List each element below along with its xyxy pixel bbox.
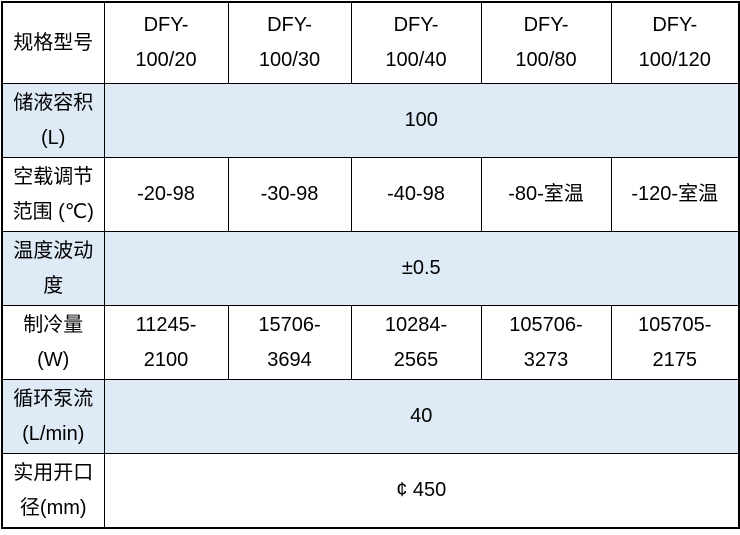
label-line-1: 温度波动 bbox=[13, 239, 94, 262]
model-line-2: 100/40 bbox=[385, 49, 447, 71]
label-line-1: 实用开口 bbox=[13, 461, 94, 484]
model-header-dfy-100-80: DFY- 100/80 bbox=[480, 1, 612, 84]
model-line-1: DFY- bbox=[267, 14, 312, 36]
model-line-2: 100/20 bbox=[135, 49, 197, 71]
model-line-1: DFY- bbox=[523, 14, 569, 36]
label-line-1: 循环泵流 bbox=[13, 387, 94, 410]
temp-range-value-1: -20-98 bbox=[103, 157, 229, 232]
row-label-pump-flow: 循环泵流 (L/min) bbox=[1, 379, 105, 454]
cooling-capacity-value-4: 105706- 3273 bbox=[480, 305, 612, 380]
corner-label-cell: 规格型号 bbox=[1, 1, 105, 84]
temp-fluctuation-value: ±0.5 bbox=[103, 231, 740, 306]
header-row: 规格型号 DFY- 100/20 DFY- 100/30 DFY- 100/40… bbox=[1, 1, 740, 84]
cooling-capacity-value-2: 15706- 3694 bbox=[227, 305, 352, 380]
model-header-dfy-100-120: DFY- 100/120 bbox=[610, 1, 740, 84]
row-cooling-capacity: 制冷量 (W) 11245- 2100 15706- 3694 10284- 2… bbox=[1, 305, 740, 380]
cooling-capacity-value-5: 105705- 2175 bbox=[610, 305, 740, 380]
temp-range-value-4: -80-室温 bbox=[480, 157, 612, 232]
row-label-storage-volume: 储液容积 (L) bbox=[1, 83, 105, 158]
merged-value: 100 bbox=[404, 109, 438, 131]
temp-range-value-2: -30-98 bbox=[227, 157, 352, 232]
row-label-no-load-temp-range: 空载调节 范围 (℃) bbox=[1, 157, 105, 232]
merged-value: ±0.5 bbox=[401, 257, 441, 279]
storage-volume-value: 100 bbox=[103, 83, 740, 158]
model-header-dfy-100-30: DFY- 100/30 bbox=[227, 1, 352, 84]
cooling-capacity-value-3: 10284- 2565 bbox=[350, 305, 482, 380]
row-storage-volume: 储液容积 (L) 100 bbox=[1, 83, 740, 158]
label-line-2: 径(mm) bbox=[19, 496, 87, 519]
pump-flow-value: 40 bbox=[103, 379, 740, 454]
opening-diameter-value: ¢ 450 bbox=[103, 453, 740, 529]
label-line-1: 制冷量 bbox=[23, 313, 84, 336]
model-header-dfy-100-40: DFY- 100/40 bbox=[350, 1, 482, 84]
model-line-1: DFY- bbox=[652, 14, 698, 36]
row-label-temp-fluctuation: 温度波动 度 bbox=[1, 231, 105, 306]
row-pump-flow: 循环泵流 (L/min) 40 bbox=[1, 379, 740, 454]
temp-range-value-3: -40-98 bbox=[350, 157, 482, 232]
model-line-2: 100/120 bbox=[638, 49, 711, 71]
model-header-dfy-100-20: DFY- 100/20 bbox=[103, 1, 229, 84]
model-line-1: DFY- bbox=[393, 14, 439, 36]
model-line-2: 100/30 bbox=[258, 49, 321, 71]
merged-value: 40 bbox=[410, 405, 433, 427]
row-temp-fluctuation: 温度波动 度 ±0.5 bbox=[1, 231, 740, 306]
label-line-1: 空载调节 bbox=[13, 165, 94, 188]
row-label-cooling-capacity: 制冷量 (W) bbox=[1, 305, 105, 380]
merged-value: ¢ 450 bbox=[396, 479, 447, 501]
label-line-2: (L/min) bbox=[22, 422, 85, 445]
model-line-2: 100/80 bbox=[515, 49, 577, 71]
label-line-2: (W) bbox=[37, 348, 70, 371]
cooling-capacity-value-1: 11245- 2100 bbox=[103, 305, 229, 380]
row-label-opening-diameter: 实用开口 径(mm) bbox=[1, 453, 105, 529]
row-opening-diameter: 实用开口 径(mm) ¢ 450 bbox=[1, 453, 740, 529]
label-line-2: 度 bbox=[43, 274, 64, 297]
label-line-2: (L) bbox=[41, 126, 66, 149]
label-line-2: 范围 (℃) bbox=[12, 200, 94, 223]
temp-range-value-5: -120-室温 bbox=[610, 157, 740, 232]
model-line-1: DFY- bbox=[143, 14, 189, 36]
corner-label: 规格型号 bbox=[13, 31, 94, 54]
label-line-1: 储液容积 bbox=[13, 91, 94, 114]
row-no-load-temp-range: 空载调节 范围 (℃) -20-98 -30-98 -40-98 -80-室温 … bbox=[1, 157, 740, 232]
